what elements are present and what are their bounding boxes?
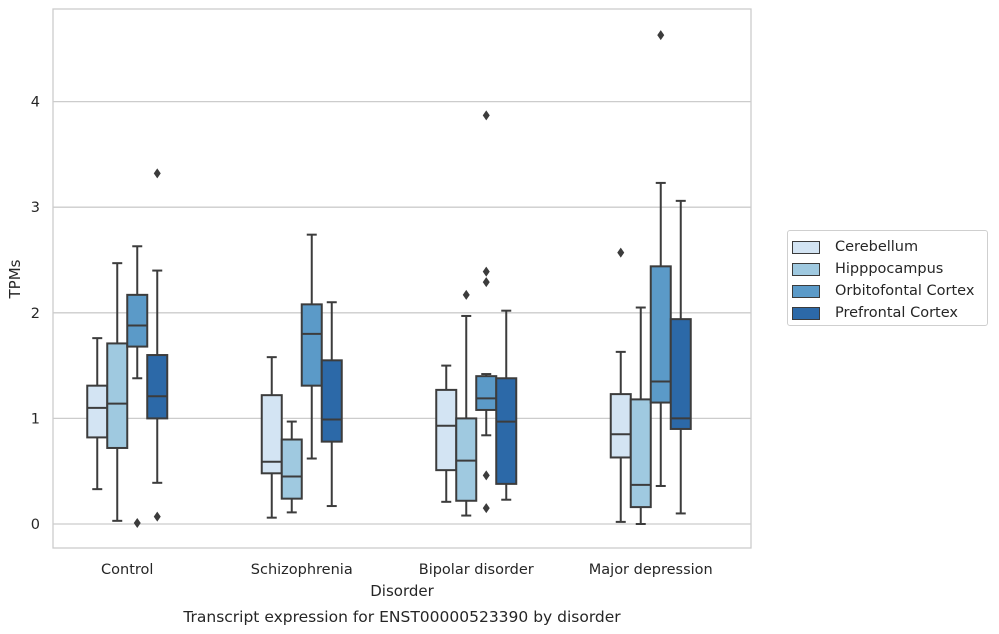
box-iqr bbox=[669, 318, 692, 430]
y-tick-label: 3 bbox=[31, 200, 40, 216]
outlier-point bbox=[482, 110, 490, 121]
outlier-point bbox=[482, 266, 490, 277]
plot-frame bbox=[52, 8, 752, 549]
box-prefrontal-cortex-0 bbox=[146, 168, 169, 522]
legend-swatch bbox=[792, 240, 820, 254]
x-tick-label: Schizophrenia bbox=[251, 562, 353, 578]
legend-label: Hipppocampus bbox=[835, 261, 944, 277]
x-tick-label: Major depression bbox=[589, 562, 713, 578]
legend-swatch bbox=[792, 262, 820, 276]
box-iqr bbox=[106, 342, 129, 449]
box-iqr bbox=[435, 388, 458, 472]
box-hipppocampus-1 bbox=[280, 420, 303, 514]
legend-label: Orbitofontal Cortex bbox=[835, 283, 975, 299]
legend-label: Prefrontal Cortex bbox=[835, 305, 958, 321]
x-tick-label: Bipolar disorder bbox=[419, 562, 534, 578]
legend-swatch bbox=[792, 284, 820, 298]
y-tick-label: 0 bbox=[31, 517, 40, 533]
y-axis-ticks: 0 1 2 3 4 bbox=[31, 95, 40, 533]
y-tick-label: 1 bbox=[31, 411, 40, 427]
box-prefrontal-cortex-2 bbox=[495, 309, 518, 501]
outlier-point bbox=[462, 289, 470, 300]
box-iqr bbox=[146, 354, 169, 420]
box-iqr bbox=[629, 398, 652, 509]
box-iqr bbox=[475, 375, 498, 411]
box-layer bbox=[86, 30, 692, 528]
box-hipppocampus-0 bbox=[106, 262, 129, 522]
legend-item: Prefrontal Cortex bbox=[792, 302, 987, 324]
x-axis-ticks: Control Schizophrenia Bipolar disorder Majo… bbox=[101, 562, 713, 578]
box-cerebellum-3 bbox=[609, 247, 632, 523]
outlier-point bbox=[153, 168, 161, 179]
box-iqr bbox=[126, 293, 149, 348]
box-iqr bbox=[280, 438, 303, 500]
legend-item: Cerebellum bbox=[792, 236, 987, 258]
box-prefrontal-cortex-1 bbox=[320, 301, 343, 508]
legend: Cerebellum Hipppocampus Orbitofontal Corte… bbox=[787, 230, 988, 326]
box-orbitofontal-cortex-3 bbox=[649, 30, 672, 487]
outlier-point bbox=[482, 503, 490, 514]
legend-item: Hipppocampus bbox=[792, 258, 987, 280]
outlier-point bbox=[617, 247, 625, 258]
box-cerebellum-1 bbox=[260, 356, 283, 519]
y-tick-label: 4 bbox=[31, 95, 40, 111]
chart-title: Transcript expression for ENST0000052339… bbox=[182, 608, 621, 626]
box-iqr bbox=[260, 394, 283, 475]
box-hipppocampus-2 bbox=[455, 289, 478, 517]
box-cerebellum-0 bbox=[86, 337, 109, 491]
outlier-point bbox=[657, 30, 665, 41]
outlier-point bbox=[153, 511, 161, 522]
box-iqr bbox=[495, 377, 518, 485]
box-orbitofontal-cortex-2 bbox=[475, 110, 498, 514]
y-axis-label: TPMs bbox=[6, 259, 24, 299]
y-tick-label: 2 bbox=[31, 306, 40, 322]
box-iqr bbox=[320, 359, 343, 443]
box-iqr bbox=[609, 393, 632, 459]
legend-label: Cerebellum bbox=[835, 239, 919, 255]
outlier-point bbox=[482, 277, 490, 288]
outlier-point bbox=[482, 470, 490, 481]
box-iqr bbox=[86, 384, 109, 439]
x-tick-label: Control bbox=[101, 562, 153, 578]
box-cerebellum-2 bbox=[435, 364, 458, 503]
x-axis-label: Disorder bbox=[370, 582, 434, 600]
legend-item: Orbitofontal Cortex bbox=[792, 280, 987, 302]
box-iqr bbox=[455, 417, 478, 502]
box-hipppocampus-3 bbox=[629, 306, 652, 525]
box-orbitofontal-cortex-1 bbox=[300, 233, 323, 460]
box-orbitofontal-cortex-0 bbox=[126, 245, 149, 528]
legend-swatch bbox=[792, 306, 820, 320]
box-prefrontal-cortex-3 bbox=[669, 199, 692, 515]
outlier-point bbox=[133, 517, 141, 528]
box-iqr bbox=[300, 303, 323, 387]
